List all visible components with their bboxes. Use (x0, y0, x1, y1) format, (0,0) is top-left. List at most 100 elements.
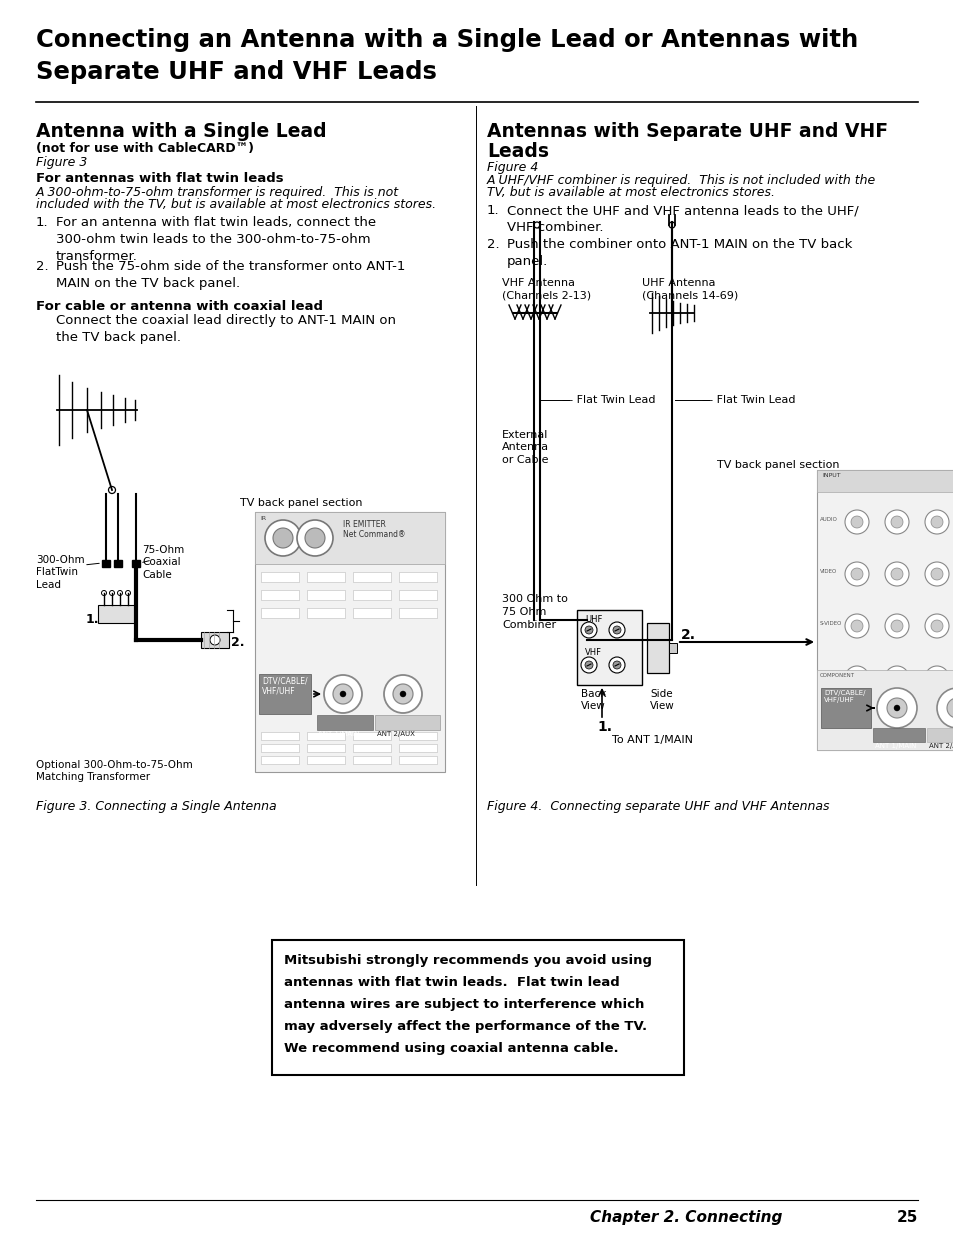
Text: Connecting an Antenna with a Single Lead or Antennas with: Connecting an Antenna with a Single Lead… (36, 28, 858, 52)
Circle shape (946, 698, 953, 718)
Bar (307, 743, 345, 752)
Circle shape (930, 620, 942, 632)
Text: may adversely affect the performance of the TV.: may adversely affect the performance of … (284, 1020, 646, 1032)
Circle shape (844, 562, 868, 585)
Bar (821, 688, 870, 727)
Bar (113, 559, 122, 567)
Bar (816, 671, 953, 750)
Text: Leads: Leads (486, 142, 548, 161)
Bar (316, 715, 373, 730)
Text: 2.: 2. (231, 636, 244, 650)
Circle shape (890, 620, 902, 632)
Bar (307, 590, 345, 600)
Circle shape (884, 614, 908, 638)
Text: Push the 75-ohm side of the transformer onto ANT-1
MAIN on the TV back panel.: Push the 75-ohm side of the transformer … (56, 261, 405, 290)
Text: Connect the coaxial lead directly to ANT-1 MAIN on
the TV back panel.: Connect the coaxial lead directly to ANT… (56, 314, 395, 345)
Circle shape (265, 520, 301, 556)
Bar (272, 940, 683, 1074)
Text: S-VIDEO: S-VIDEO (820, 621, 841, 626)
Circle shape (886, 698, 906, 718)
Text: For antennas with flat twin leads: For antennas with flat twin leads (36, 172, 283, 185)
Bar (816, 471, 953, 750)
Circle shape (101, 590, 107, 595)
Text: INPUT: INPUT (821, 473, 840, 478)
Text: antenna wires are subject to interference which: antenna wires are subject to interferenc… (284, 998, 643, 1011)
Text: 2.: 2. (680, 629, 696, 642)
Circle shape (613, 661, 620, 669)
Circle shape (850, 620, 862, 632)
Text: To ANT 1/MAIN: To ANT 1/MAIN (612, 735, 692, 745)
Bar (102, 559, 110, 567)
Text: TV back panel section: TV back panel section (717, 459, 839, 471)
Circle shape (844, 614, 868, 638)
Bar (353, 572, 391, 582)
Circle shape (924, 614, 948, 638)
Text: included with the TV, but is available at most electronics stores.: included with the TV, but is available a… (36, 198, 436, 211)
Circle shape (890, 516, 902, 529)
Bar (201, 632, 229, 648)
Text: Connect the UHF and VHF antenna leads to the UHF/
VHF combiner.: Connect the UHF and VHF antenna leads to… (506, 204, 858, 233)
Text: 1.: 1. (86, 613, 99, 626)
Text: IR: IR (260, 516, 266, 521)
Bar (261, 743, 298, 752)
Circle shape (608, 657, 624, 673)
Text: DTV/CABLE/
VHF/UHF: DTV/CABLE/ VHF/UHF (823, 690, 864, 703)
Circle shape (584, 661, 593, 669)
Text: 1.: 1. (36, 216, 49, 228)
Text: ANT 2/AUX: ANT 2/AUX (928, 743, 953, 748)
Circle shape (110, 590, 114, 595)
Bar (926, 727, 953, 742)
Bar (398, 743, 436, 752)
Text: Separate UHF and VHF Leads: Separate UHF and VHF Leads (36, 61, 436, 84)
Circle shape (305, 529, 325, 548)
Text: Figure 4: Figure 4 (486, 161, 537, 174)
Text: Figure 3: Figure 3 (36, 156, 88, 169)
Text: 300 Ohm to
75 Ohm
Combiner: 300 Ohm to 75 Ohm Combiner (501, 594, 567, 630)
Circle shape (893, 705, 899, 711)
Text: TV, but is available at most electronics stores.: TV, but is available at most electronics… (486, 186, 774, 199)
Text: VIDEO: VIDEO (820, 569, 837, 574)
Bar (668, 643, 677, 653)
Text: 2.: 2. (36, 261, 49, 273)
Bar (261, 608, 298, 618)
Bar (261, 756, 298, 764)
Bar (398, 732, 436, 740)
Text: Antenna with a Single Lead: Antenna with a Single Lead (36, 122, 326, 141)
Text: For cable or antenna with coaxial lead: For cable or antenna with coaxial lead (36, 300, 323, 312)
Circle shape (393, 684, 413, 704)
Bar (375, 715, 439, 730)
Text: Optional 300-Ohm-to-75-Ohm
Matching Transformer: Optional 300-Ohm-to-75-Ohm Matching Tran… (36, 760, 193, 783)
Text: Antennas with Separate UHF and VHF: Antennas with Separate UHF and VHF (486, 122, 887, 141)
Circle shape (884, 510, 908, 534)
Circle shape (884, 666, 908, 690)
Bar (261, 572, 298, 582)
Circle shape (584, 626, 593, 634)
Text: 1.: 1. (597, 720, 612, 734)
Bar (353, 756, 391, 764)
Circle shape (384, 676, 421, 713)
Text: Push the combiner onto ANT-1 MAIN on the TV back
panel.: Push the combiner onto ANT-1 MAIN on the… (506, 238, 851, 268)
Bar (353, 608, 391, 618)
Circle shape (884, 562, 908, 585)
Text: VHF: VHF (584, 648, 601, 657)
Circle shape (930, 516, 942, 529)
Text: IR EMITTER
Net Command®: IR EMITTER Net Command® (343, 520, 405, 540)
Bar (872, 727, 924, 742)
Circle shape (613, 626, 620, 634)
Bar (132, 559, 140, 567)
Text: ANT 1/MAIN: ANT 1/MAIN (317, 731, 359, 737)
Bar (353, 732, 391, 740)
Text: UHF Antenna
(Channels 14-69): UHF Antenna (Channels 14-69) (641, 278, 738, 300)
Bar (98, 605, 136, 622)
Circle shape (890, 568, 902, 580)
Bar (261, 732, 298, 740)
Circle shape (844, 510, 868, 534)
Circle shape (890, 672, 902, 684)
Text: 300-Ohm
FlatTwin
Lead: 300-Ohm FlatTwin Lead (36, 555, 85, 590)
Circle shape (580, 657, 597, 673)
Circle shape (324, 676, 361, 713)
Bar (307, 608, 345, 618)
Text: VHF Antenna
(Channels 2-13): VHF Antenna (Channels 2-13) (501, 278, 591, 300)
Bar (577, 610, 641, 685)
Bar (353, 743, 391, 752)
